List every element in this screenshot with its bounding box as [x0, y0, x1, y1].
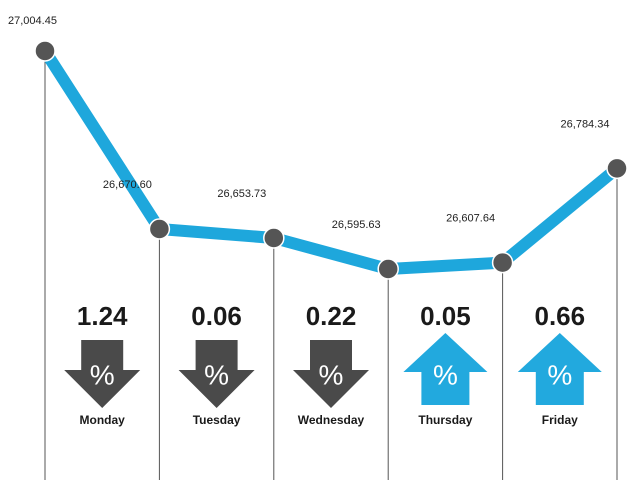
change-value: 0.22: [306, 301, 357, 331]
value-label: 26,784.34: [561, 118, 610, 130]
change-symbol: %: [319, 359, 344, 390]
point: [491, 251, 514, 274]
change-value: 0.66: [534, 301, 585, 331]
change-arrow: [403, 333, 488, 405]
change-symbol: %: [204, 359, 229, 390]
value-label: 27,004.45: [8, 15, 57, 27]
value-label: 26,670.60: [103, 179, 152, 191]
value-label: 26,653.73: [217, 188, 266, 200]
change-value: 1.24: [77, 301, 128, 331]
day-label: Wednesday: [298, 413, 365, 427]
point: [148, 218, 171, 240]
day-label: Monday: [80, 413, 126, 427]
change-arrow: [64, 340, 141, 408]
change-symbol: %: [547, 359, 572, 390]
change-symbol: %: [433, 359, 458, 390]
point: [34, 40, 56, 62]
change-symbol: %: [90, 359, 115, 390]
point: [377, 258, 399, 280]
day-label: Tuesday: [193, 413, 241, 427]
point: [263, 227, 285, 249]
change-arrow: [178, 340, 255, 408]
value-label: 26,607.64: [446, 212, 495, 224]
change-value: 0.05: [420, 301, 471, 331]
change-arrow: [517, 333, 602, 405]
change-value: 0.06: [191, 301, 242, 331]
day-label: Thursday: [418, 413, 472, 427]
line: [39, 47, 621, 275]
day-label: Friday: [542, 413, 578, 427]
point: [606, 157, 628, 180]
value-label: 26,595.63: [332, 219, 381, 231]
change-arrow: [293, 340, 369, 408]
